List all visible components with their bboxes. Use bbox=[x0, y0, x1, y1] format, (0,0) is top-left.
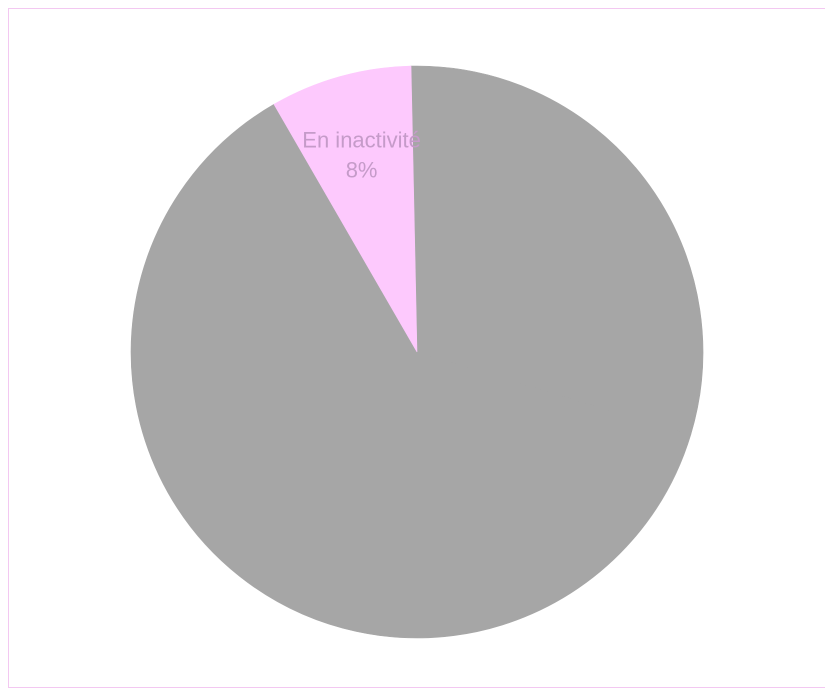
pie-slice-percent-2: 8% bbox=[346, 158, 378, 183]
pie-slices bbox=[130, 65, 704, 639]
pie-labels: En inactivité 8% bbox=[302, 128, 421, 183]
pie-slice-0 bbox=[130, 103, 692, 639]
pie-chart: En inactivité 8% bbox=[130, 65, 704, 639]
pie-slice-2 bbox=[273, 65, 418, 353]
pie-slice-1 bbox=[410, 65, 704, 436]
pie-slice-label-2: En inactivité bbox=[302, 128, 421, 153]
